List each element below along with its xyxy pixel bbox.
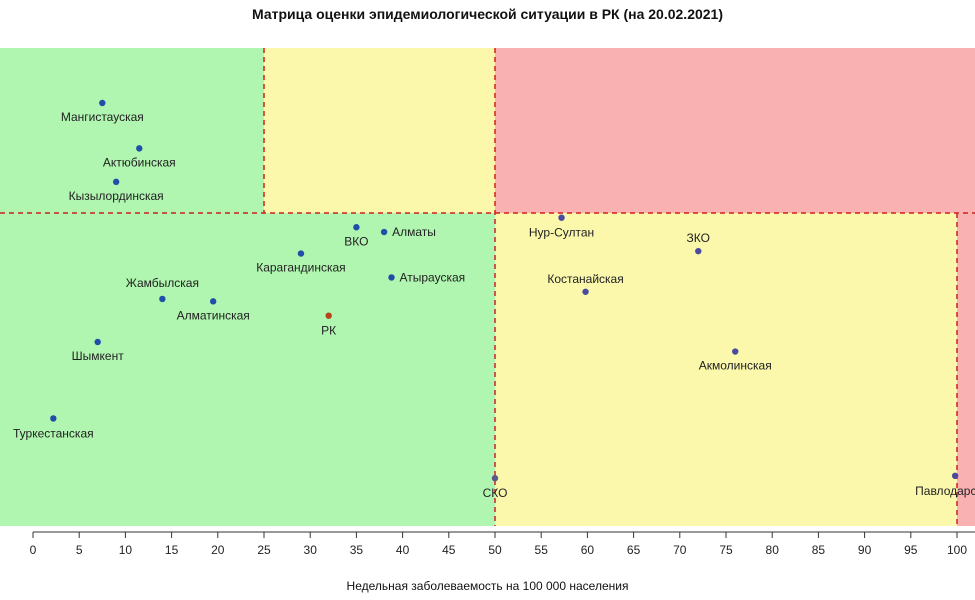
data-point xyxy=(50,415,57,422)
point-label: Мангистауская xyxy=(61,110,144,124)
x-tick-label: 55 xyxy=(535,543,549,557)
zone-green-top-left xyxy=(0,48,264,213)
point-label: ВКО xyxy=(344,234,368,248)
zone-yellow-top xyxy=(264,48,495,213)
x-tick-label: 95 xyxy=(904,543,918,557)
data-point xyxy=(112,178,120,186)
x-tick-label: 100 xyxy=(947,543,967,557)
data-point xyxy=(159,295,166,303)
point-label: ЗКО xyxy=(687,231,710,245)
data-point xyxy=(380,228,388,236)
x-tick-label: 15 xyxy=(165,543,179,557)
x-tick-label: 60 xyxy=(581,543,595,557)
x-tick-label: 90 xyxy=(858,543,872,557)
data-point xyxy=(951,472,959,480)
point-label: Акмолинская xyxy=(699,359,772,373)
data-point xyxy=(325,312,332,319)
x-tick-label: 40 xyxy=(396,543,410,557)
x-tick-label: 20 xyxy=(211,543,225,557)
x-tick-label: 50 xyxy=(488,543,502,557)
data-point xyxy=(695,247,702,255)
point-label: Нур-Султан xyxy=(529,226,594,240)
point-label: Костанайская xyxy=(547,272,623,286)
x-tick-label: 80 xyxy=(766,543,780,557)
x-tick-label: 85 xyxy=(812,543,826,557)
x-tick-label: 35 xyxy=(350,543,364,557)
data-point xyxy=(136,145,143,152)
point-label: Атырауская xyxy=(400,270,466,284)
x-axis-label: Недельная заболеваемость на 100 000 насе… xyxy=(346,579,629,593)
point-label: Актюбинская xyxy=(103,155,176,169)
x-tick-label: 75 xyxy=(719,543,733,557)
data-point xyxy=(94,338,101,346)
zone-red-top xyxy=(495,48,975,213)
chart-title: Матрица оценки эпидемиологической ситуац… xyxy=(251,6,723,22)
point-label: Шымкент xyxy=(72,349,125,363)
x-tick-label: 0 xyxy=(30,543,37,557)
x-tick-label: 70 xyxy=(673,543,687,557)
data-point xyxy=(582,288,589,295)
point-label: СКО xyxy=(483,486,508,500)
x-tick-label: 45 xyxy=(442,543,456,557)
zone-red-bottom-right xyxy=(957,213,975,526)
x-tick-label: 30 xyxy=(304,543,318,557)
x-tick-label: 5 xyxy=(76,543,83,557)
data-point xyxy=(99,99,106,107)
point-label: Кызылординская xyxy=(69,189,164,203)
x-tick-label: 10 xyxy=(119,543,133,557)
data-point xyxy=(558,214,565,221)
point-label: РК xyxy=(321,324,336,338)
point-label: Карагандинская xyxy=(256,261,345,275)
point-label: Алматинская xyxy=(177,308,250,322)
data-point xyxy=(297,250,305,257)
zone-yellow-bottom xyxy=(495,213,957,526)
data-point xyxy=(732,348,739,355)
data-point xyxy=(491,475,499,482)
data-point xyxy=(209,298,217,305)
x-tick-label: 65 xyxy=(627,543,641,557)
point-label: Алматы xyxy=(392,225,436,239)
point-label: Жамбылская xyxy=(126,276,199,290)
data-point xyxy=(388,274,395,281)
x-tick-label: 25 xyxy=(257,543,271,557)
point-label: Туркестанская xyxy=(13,426,94,440)
data-point xyxy=(353,224,360,231)
point-label: Павлодарская xyxy=(915,484,975,498)
zone-green-bottom xyxy=(0,213,495,526)
